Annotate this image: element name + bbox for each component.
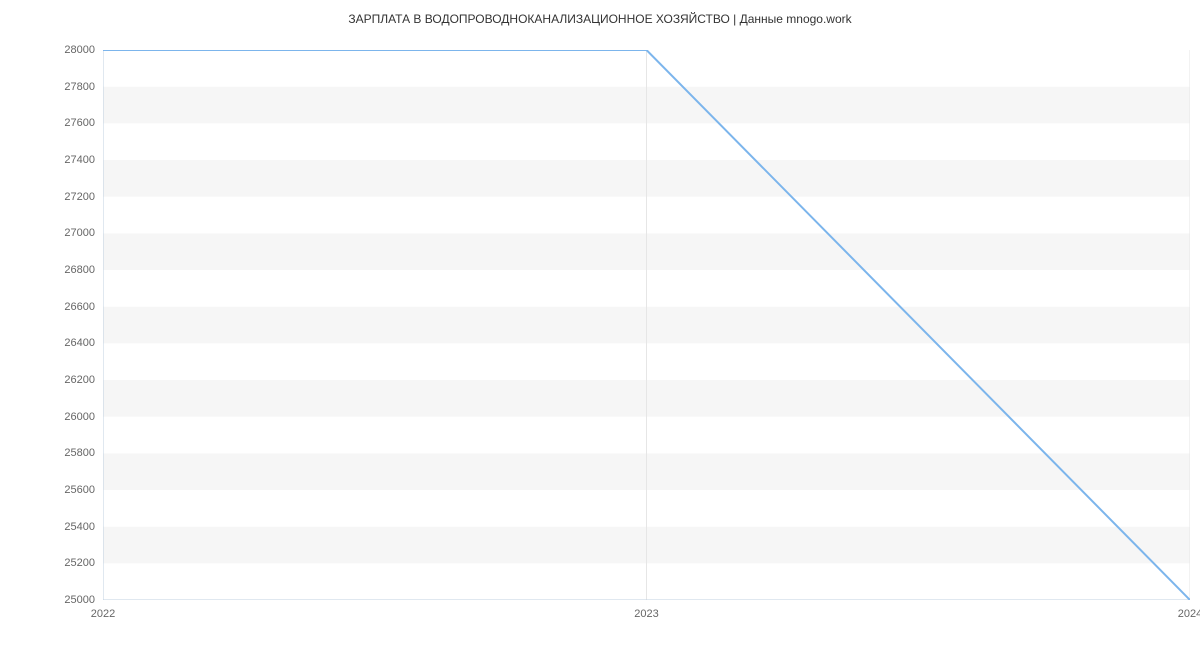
y-tick-label: 25200 (64, 557, 95, 569)
plot-area: 2500025200254002560025800260002620026400… (103, 50, 1190, 600)
y-tick-label: 28000 (64, 44, 95, 56)
plot-svg (103, 50, 1190, 600)
y-tick-label: 25400 (64, 521, 95, 533)
chart-title: ЗАРПЛАТА В ВОДОПРОВОДНОКАНАЛИЗАЦИОННОЕ Х… (0, 12, 1200, 26)
x-tick-label: 2024 (1178, 608, 1200, 620)
y-tick-label: 26800 (64, 264, 95, 276)
x-tick-label: 2022 (91, 608, 115, 620)
salary-line-chart: ЗАРПЛАТА В ВОДОПРОВОДНОКАНАЛИЗАЦИОННОЕ Х… (0, 0, 1200, 650)
y-tick-label: 27000 (64, 227, 95, 239)
y-tick-label: 25800 (64, 447, 95, 459)
y-tick-label: 26000 (64, 411, 95, 423)
y-tick-label: 27400 (64, 154, 95, 166)
y-tick-label: 26400 (64, 337, 95, 349)
y-tick-label: 26200 (64, 374, 95, 386)
y-tick-label: 25000 (64, 594, 95, 606)
y-tick-label: 27600 (64, 117, 95, 129)
y-tick-label: 27800 (64, 81, 95, 93)
x-tick-label: 2023 (634, 608, 658, 620)
y-tick-label: 26600 (64, 301, 95, 313)
y-tick-label: 27200 (64, 191, 95, 203)
y-tick-label: 25600 (64, 484, 95, 496)
